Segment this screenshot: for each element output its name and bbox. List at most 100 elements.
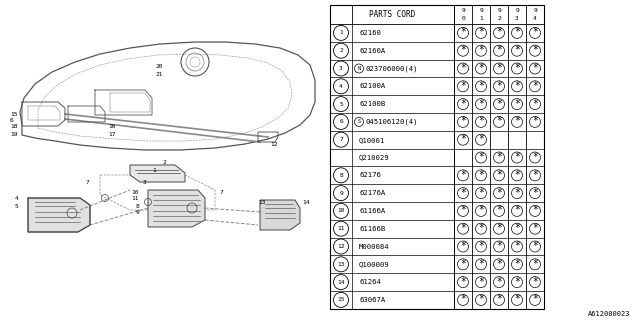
Text: 045106120(4): 045106120(4) [366,119,419,125]
Text: 61166A: 61166A [359,208,385,214]
Text: 9: 9 [515,9,519,13]
Polygon shape [148,190,205,227]
Text: 16: 16 [108,124,115,130]
Text: 5: 5 [15,204,19,209]
Text: *: * [478,116,484,126]
Text: 9: 9 [461,9,465,13]
Text: 61264: 61264 [359,279,381,285]
Text: *: * [460,81,466,91]
Text: *: * [514,223,520,233]
Text: *: * [460,241,466,251]
Text: *: * [496,170,502,180]
Text: *: * [514,45,520,55]
Text: 62100A: 62100A [359,83,385,89]
Text: 20: 20 [155,65,163,69]
Text: 3: 3 [339,66,343,71]
Text: 9: 9 [135,210,139,214]
Text: *: * [460,188,466,198]
Text: 62176A: 62176A [359,190,385,196]
Text: *: * [514,28,520,37]
Text: *: * [496,28,502,37]
Text: *: * [496,205,502,215]
Text: *: * [532,28,538,37]
Text: 6: 6 [10,117,13,123]
Text: *: * [478,81,484,91]
Text: *: * [532,81,538,91]
Text: 15: 15 [10,111,17,116]
Text: 11: 11 [337,226,345,231]
Text: 1: 1 [479,15,483,20]
Text: *: * [460,45,466,55]
Text: *: * [496,81,502,91]
Text: 7: 7 [339,137,343,142]
Text: 8: 8 [135,204,139,209]
Text: 3: 3 [515,15,519,20]
Text: *: * [496,99,502,108]
Text: Q10001: Q10001 [359,137,385,143]
Text: 19: 19 [10,132,17,137]
Text: 8: 8 [339,173,343,178]
Text: 15: 15 [337,297,345,302]
Text: 63067A: 63067A [359,297,385,303]
Text: *: * [478,170,484,180]
Text: N: N [357,66,360,71]
Text: *: * [514,170,520,180]
Text: *: * [478,241,484,251]
Text: *: * [532,241,538,251]
Text: 6: 6 [339,119,343,124]
Polygon shape [28,198,90,232]
Text: 12: 12 [270,141,278,147]
Text: *: * [532,259,538,269]
Text: *: * [514,63,520,73]
Text: 2: 2 [497,15,501,20]
Text: 023706000(4): 023706000(4) [366,65,419,72]
Text: 12: 12 [337,244,345,249]
Text: 10: 10 [337,208,345,213]
Text: PARTS CORD: PARTS CORD [369,10,415,19]
Text: *: * [514,116,520,126]
Text: *: * [478,205,484,215]
Text: 0: 0 [461,15,465,20]
Text: *: * [478,276,484,287]
Text: *: * [532,223,538,233]
Text: *: * [532,116,538,126]
Text: 2: 2 [162,161,166,165]
Text: *: * [478,294,484,304]
Text: *: * [460,205,466,215]
Text: 18: 18 [10,124,17,130]
Text: *: * [514,241,520,251]
Text: *: * [496,116,502,126]
Text: *: * [496,241,502,251]
Text: *: * [460,259,466,269]
Text: A612000023: A612000023 [588,311,630,317]
Text: 11: 11 [131,196,139,201]
Text: 9: 9 [479,9,483,13]
Text: *: * [460,170,466,180]
Polygon shape [260,200,300,230]
Text: Q210029: Q210029 [359,155,390,161]
Text: 61166B: 61166B [359,226,385,232]
Text: *: * [460,276,466,287]
Text: *: * [478,45,484,55]
Text: *: * [460,99,466,108]
Text: 3: 3 [143,180,147,186]
Text: *: * [496,259,502,269]
Text: *: * [532,152,538,162]
Text: *: * [460,116,466,126]
Text: 14: 14 [337,280,345,284]
Text: 5: 5 [339,101,343,107]
Text: 7: 7 [86,180,90,185]
Text: *: * [496,45,502,55]
Text: *: * [478,188,484,198]
Polygon shape [130,165,185,182]
Text: 10: 10 [131,189,139,195]
Text: 17: 17 [108,132,115,137]
Text: *: * [532,63,538,73]
Text: M000084: M000084 [359,244,390,250]
Text: 9: 9 [339,191,343,196]
Text: *: * [514,152,520,162]
Text: *: * [460,28,466,37]
Text: *: * [478,134,484,144]
Text: *: * [532,188,538,198]
Text: Q100009: Q100009 [359,261,390,267]
